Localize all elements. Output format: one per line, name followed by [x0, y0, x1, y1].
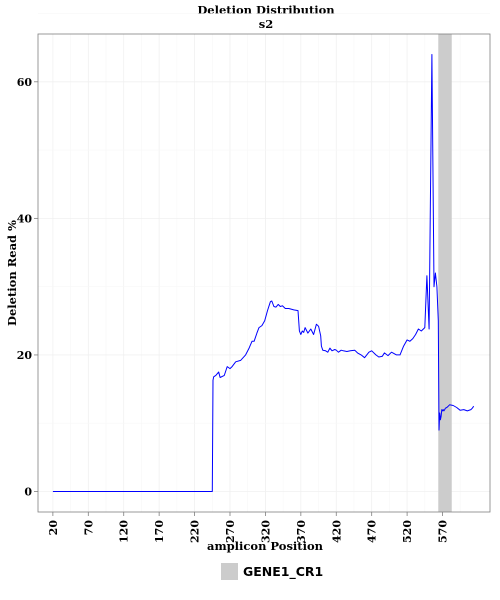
panel-background [38, 34, 490, 512]
y-tick-label: 40 [17, 212, 33, 225]
legend: GENE1_CR1 [221, 563, 323, 580]
y-tick-label: 0 [24, 486, 32, 499]
x-tick-label: 270 [224, 520, 237, 543]
x-tick-label: 70 [82, 520, 95, 536]
x-tick-label: 370 [295, 520, 308, 543]
y-tick-label: 20 [17, 349, 33, 362]
x-tick-label: 320 [259, 520, 272, 543]
legend-key [221, 563, 238, 580]
x-tick-label: 470 [366, 520, 379, 543]
y-tick-label: 60 [17, 76, 33, 89]
x-tick-label: 170 [153, 520, 166, 543]
x-tick-label: 570 [437, 520, 450, 543]
y-axis-title: Deletion Read % [5, 220, 19, 326]
chart-subtitle: s2 [259, 17, 273, 31]
legend-label: GENE1_CR1 [243, 564, 323, 580]
chart-title: Deletion Distribution [197, 3, 335, 17]
panel-border [37, 33, 491, 513]
series-line [52, 54, 475, 492]
y-axis: 0 20 40 60 [17, 76, 38, 499]
x-tick-label: 520 [401, 520, 414, 543]
x-axis: 20 70 120 170 220 270 320 370 420 470 520 570 [47, 512, 450, 543]
x-tick-label: 20 [47, 520, 60, 536]
highlight-region [438, 34, 452, 512]
series-lines [52, 54, 475, 492]
grid [38, 13, 490, 512]
x-tick-label: 120 [118, 520, 131, 543]
x-tick-label: 420 [330, 520, 343, 543]
highlight-regions [438, 34, 452, 512]
x-axis-title: amplicon Position [207, 539, 324, 553]
x-tick-label: 220 [189, 520, 202, 543]
